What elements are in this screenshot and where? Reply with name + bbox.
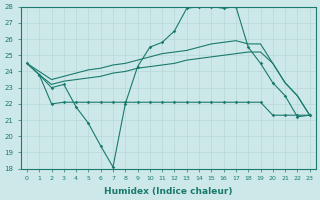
X-axis label: Humidex (Indice chaleur): Humidex (Indice chaleur)	[104, 187, 233, 196]
